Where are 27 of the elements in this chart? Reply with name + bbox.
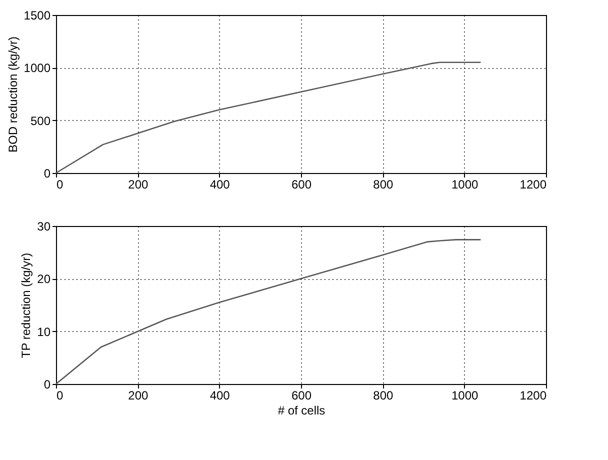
x-axis-title: # of cells <box>278 404 326 418</box>
x-tick-label: 200 <box>128 388 148 402</box>
y-axis-title: BOD reduction (kg/yr) <box>6 36 20 153</box>
x-tick-label: 600 <box>291 178 312 192</box>
x-tick-label: 0 <box>56 178 64 192</box>
x-tick-label: 0 <box>56 388 64 402</box>
y-axis-title: TP reduction (kg/yr) <box>19 252 34 358</box>
x-tick-label: 600 <box>291 388 312 402</box>
x-tick-label: 400 <box>210 178 230 192</box>
x-tick-label: 400 <box>210 388 230 402</box>
y-tick-label: 10 <box>37 324 51 339</box>
y-tick-label: 500 <box>30 114 51 128</box>
x-tick-label: 1200 <box>520 178 547 192</box>
x-tick-label: 1000 <box>451 178 479 192</box>
y-tick-label: 20 <box>37 272 51 286</box>
x-tick-label: 800 <box>373 388 394 402</box>
y-tick-label: 1000 <box>24 61 51 76</box>
line-series <box>55 239 482 385</box>
x-tick-label: 1200 <box>520 388 547 402</box>
x-tick-label: 200 <box>128 178 148 192</box>
x-tick-label: 1000 <box>451 388 479 402</box>
y-tick-label: 0 <box>44 166 51 180</box>
x-tick-label: 800 <box>373 178 394 192</box>
y-tick-label: 30 <box>37 220 51 234</box>
y-tick-label: 1500 <box>24 8 51 22</box>
line-series <box>55 62 482 174</box>
y-tick-label: 0 <box>44 378 51 392</box>
